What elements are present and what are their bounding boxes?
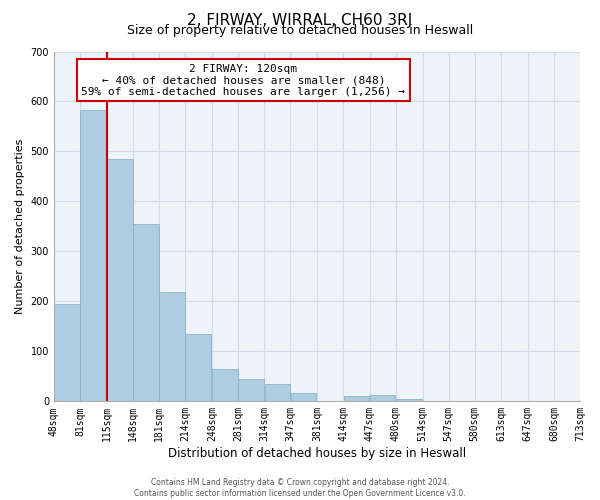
- Bar: [344, 396, 370, 402]
- X-axis label: Distribution of detached houses by size in Heswall: Distribution of detached houses by size …: [168, 447, 466, 460]
- Text: Contains HM Land Registry data © Crown copyright and database right 2024.
Contai: Contains HM Land Registry data © Crown c…: [134, 478, 466, 498]
- Text: 2, FIRWAY, WIRRAL, CH60 3RJ: 2, FIRWAY, WIRRAL, CH60 3RJ: [187, 12, 413, 28]
- Bar: [290, 393, 316, 402]
- Bar: [80, 110, 106, 402]
- Bar: [212, 370, 238, 402]
- Bar: [265, 384, 290, 402]
- Bar: [238, 379, 264, 402]
- Text: Size of property relative to detached houses in Heswall: Size of property relative to detached ho…: [127, 24, 473, 37]
- Bar: [160, 292, 185, 402]
- Bar: [54, 304, 80, 402]
- Y-axis label: Number of detached properties: Number of detached properties: [15, 138, 25, 314]
- Bar: [396, 399, 422, 402]
- Bar: [133, 224, 159, 402]
- Bar: [370, 395, 395, 402]
- Bar: [185, 334, 211, 402]
- Text: 2 FIRWAY: 120sqm
← 40% of detached houses are smaller (848)
59% of semi-detached: 2 FIRWAY: 120sqm ← 40% of detached house…: [82, 64, 406, 97]
- Bar: [107, 160, 133, 402]
